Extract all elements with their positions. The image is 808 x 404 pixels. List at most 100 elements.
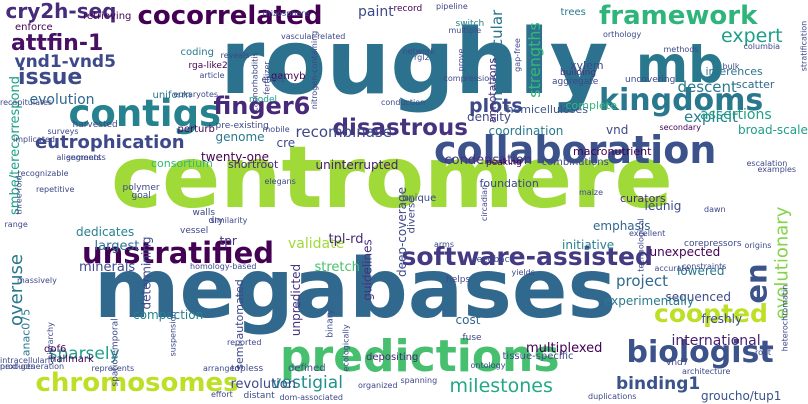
cloud-word: twenty-one [201,150,269,164]
cloud-word: annotations [485,57,499,123]
cloud-word: recombinase [295,122,393,141]
cloud-word: diverse [405,196,417,234]
cloud-word: repetitive [36,185,75,194]
cloud-word: coordination [488,124,564,138]
cloud-word: uniform [152,90,192,101]
cloud-word: tissue-specific [502,351,574,362]
cloud-word: unexpected [649,245,721,259]
cloud-word: anac075 [19,308,33,356]
cloud-word: strengths [524,22,544,98]
cloud-word: genome [215,130,265,144]
cloud-word: vnd1-vnd5 [14,51,116,72]
cloud-word: plots [469,94,523,117]
cloud-word: organized [358,381,398,390]
cloud-word: examples [757,165,797,174]
cloud-word: unstratified [82,235,275,270]
cloud-word: heterochromatin [779,284,789,352]
cloud-word: polymer [122,182,160,193]
cloud-word: dom-associated [279,393,343,402]
cloud-word: roughly [220,10,609,115]
cloud-word: range [4,220,28,229]
cloud-word: freshly [701,312,743,326]
cloud-word: similarity [210,216,248,225]
cloud-word: recognizable [17,169,69,178]
cloud-word: goal [131,190,151,201]
cloud-word: uncovering [625,74,676,85]
cloud-word: rga-like2 [188,60,228,71]
cloud-word: disastrous [332,114,468,141]
cloud-word: cost [455,313,481,327]
cloud-word: curators [620,191,666,205]
cloud-word: suspension [167,311,177,357]
cloud-word: ontology [470,361,506,370]
cloud-word: caenorhabditis [250,52,260,112]
cloud-word: assertions [700,107,772,123]
cloud-word: dof6 [44,344,67,355]
cloud-word: segments [66,153,106,162]
cloud-word: tpr [219,234,237,248]
cloud-word: spatiotemporal [110,317,121,387]
cloud-word: prove [455,48,465,72]
cloud-word: yields [511,268,535,277]
cloud-word: vnd7 [666,357,689,368]
cloud-word: corepressors [684,238,742,249]
cloud-word: dawn [704,205,726,214]
cloud-word: software-assisted [401,241,653,271]
cloud-word: vessel [180,225,209,236]
cloud-word: eukaryotes [173,90,219,99]
cloud-word: retrieving [83,11,132,22]
cloud-word: expert [721,24,783,47]
cloud-word: dedicates [76,225,135,239]
cloud-word: enforce [15,22,53,33]
cloud-word: aggregate [552,76,599,87]
cloud-word: constraints [682,262,727,271]
cloud-word: spanning [400,376,438,385]
cloud-word: finger6 [213,92,311,120]
cloud-word: binary [325,308,336,338]
cloud-word: megabases [94,242,617,337]
cloud-word: paint [358,4,394,20]
cloud-word: peaking [486,157,522,168]
cloud-word: coding [180,47,214,58]
cloud-word: shortroot [228,157,279,171]
cloud-word: emphasis [593,219,651,233]
cloud-word: article [199,71,225,80]
cloud-word: attfin-1 [11,31,104,56]
cloud-word: harvested [72,119,118,130]
cloud-word: hallmark [50,354,94,365]
cloud-word: sparsely [48,343,120,364]
cloud-word: homology-based [190,262,257,271]
cloud-word: minerals [79,259,136,275]
cloud-word: represents [91,364,135,373]
cloud-word: pre-existing [215,120,269,131]
cloud-word: cry2h-seq [5,0,117,23]
cloud-word: columbia [743,42,781,51]
cloud-word: network [402,47,436,56]
cloud-word: orthology [603,30,642,39]
cloud-word: rhizosphere [262,9,310,18]
cloud-word: cre [276,136,296,150]
cloud-word: cocorrelated [137,1,323,31]
cloud-word: centromere [111,128,673,228]
cloud-word: excellent [629,229,666,238]
cloud-word: framework [599,1,758,31]
cloud-word: foundation [479,176,539,190]
cloud-word: descent [677,77,737,96]
cloud-word: complete [565,98,617,112]
cloud-word: hierarchy [45,322,55,360]
cloud-word: arms [434,240,455,249]
cloud-word: mobile [262,125,290,134]
cloud-word: determining [139,236,153,310]
cloud-word: depositing [366,352,419,363]
cloud-word: origins [744,241,772,250]
cloud-word: topless [231,363,264,374]
cloud-word: pipeline [436,2,468,11]
cloud-word: trees [560,7,586,18]
cloud-word: maize [579,188,604,197]
cloud-word: dry [208,215,224,226]
cloud-word: coopted [654,298,768,328]
cloud-word: massively [17,276,57,285]
cloud-word: scatter [736,77,775,91]
cloud-word: surveys [47,127,79,136]
cloud-word: vascular-related [281,32,346,41]
